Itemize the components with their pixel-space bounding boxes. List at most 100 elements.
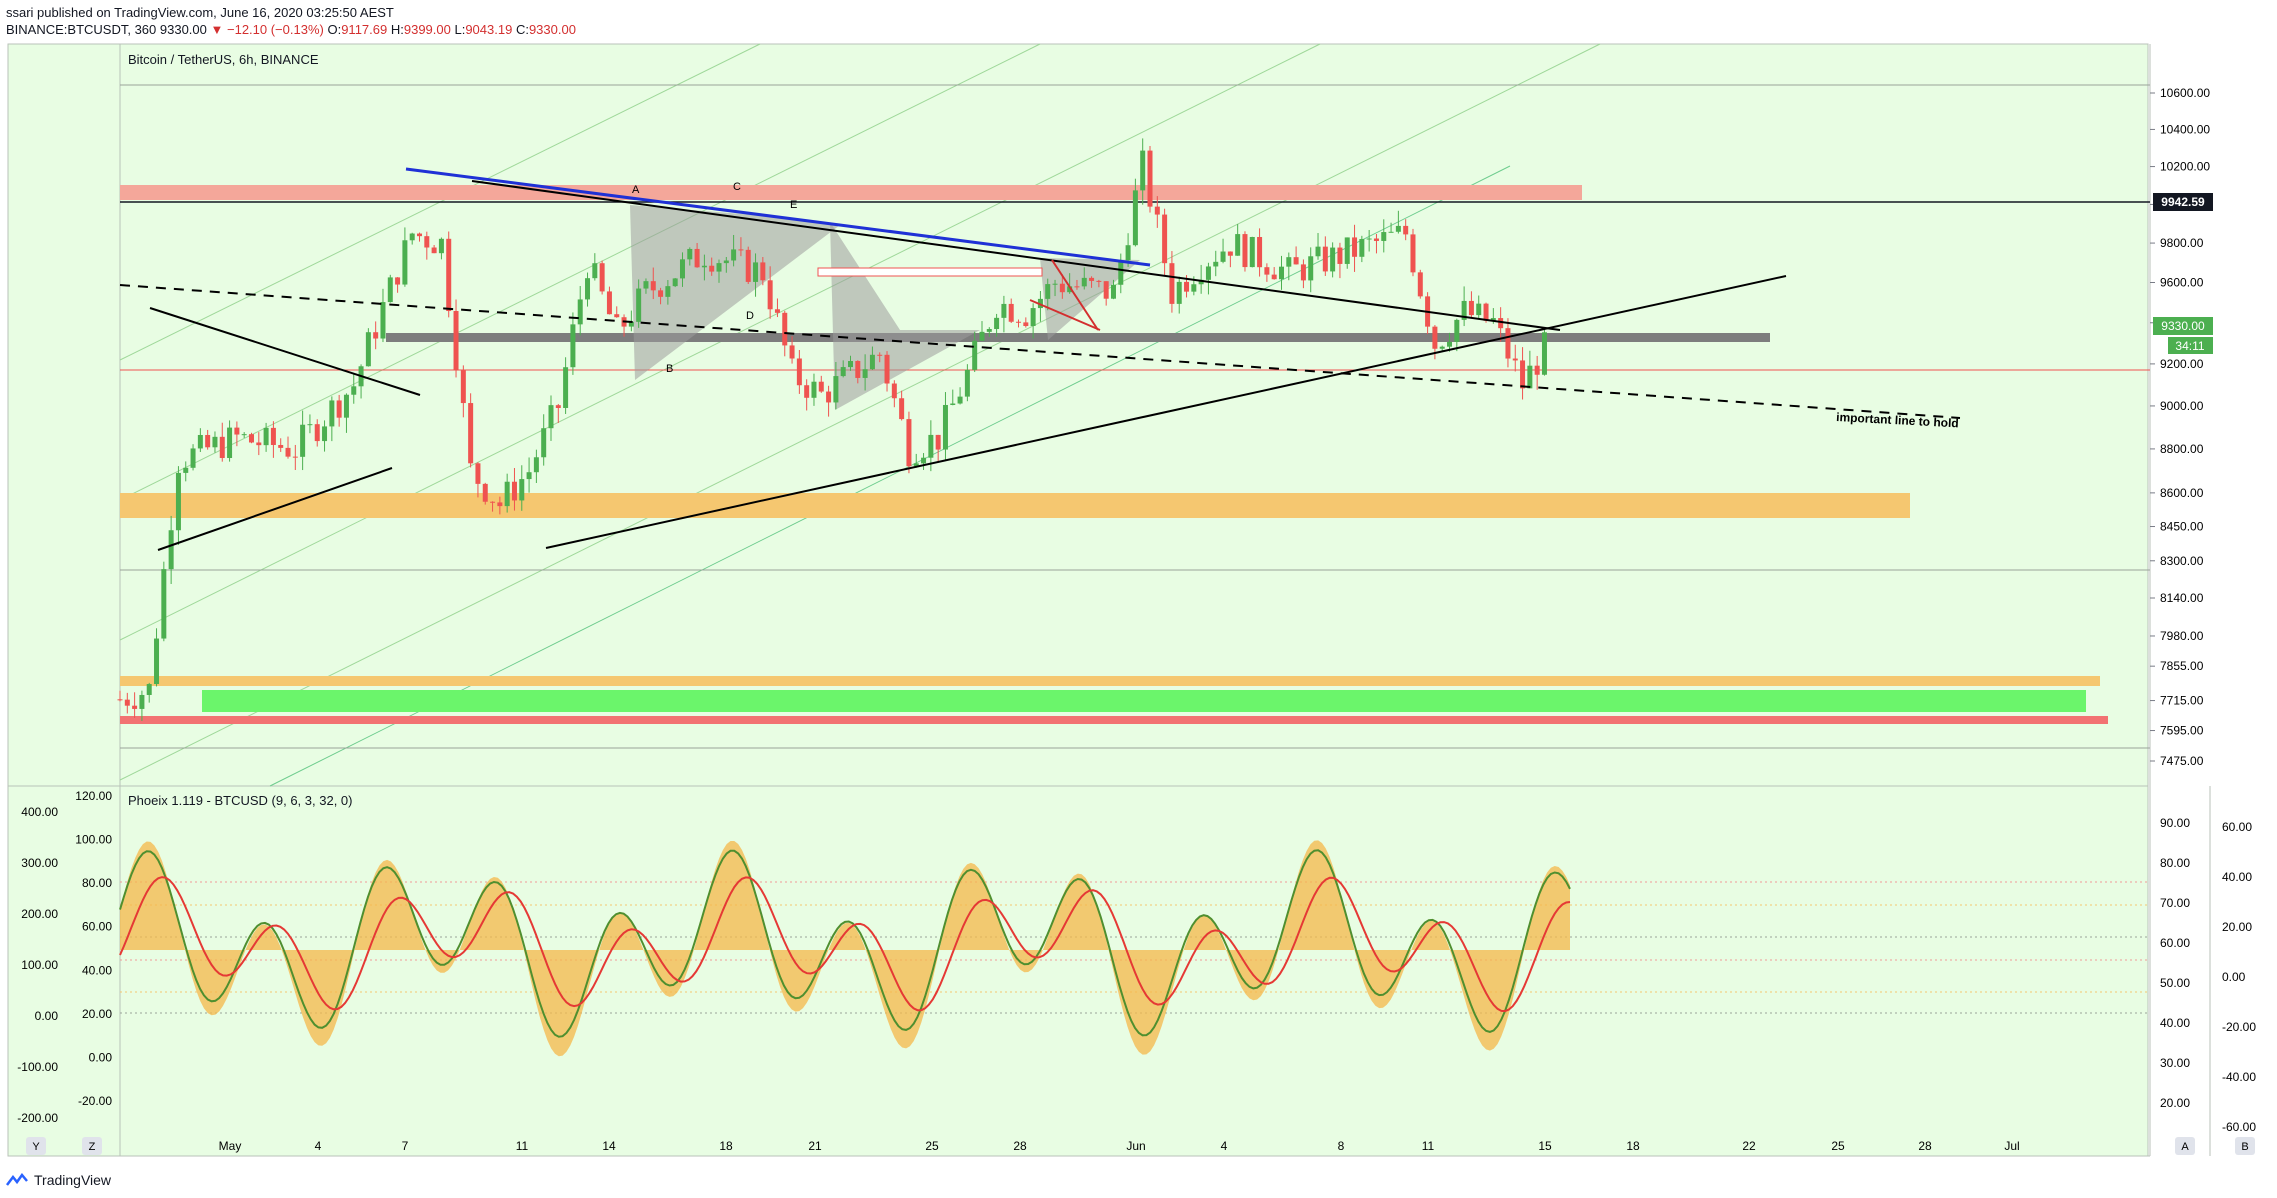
candle[interactable] <box>753 253 759 297</box>
candle[interactable] <box>1198 264 1204 294</box>
candle[interactable] <box>1447 332 1453 352</box>
candle[interactable] <box>417 232 423 242</box>
candle[interactable] <box>869 346 875 370</box>
candle[interactable] <box>1498 307 1504 342</box>
candle[interactable] <box>796 350 802 394</box>
ascending-trendline[interactable] <box>545 275 1787 549</box>
candle[interactable] <box>577 285 583 336</box>
candle[interactable] <box>848 355 853 371</box>
candle[interactable] <box>351 373 357 404</box>
candle[interactable] <box>716 259 722 283</box>
candle[interactable] <box>1293 246 1299 265</box>
candle[interactable] <box>1308 247 1314 293</box>
candle[interactable] <box>738 237 744 257</box>
candle[interactable] <box>774 298 780 318</box>
candle[interactable] <box>1067 273 1073 294</box>
candle[interactable] <box>161 561 167 642</box>
candle[interactable] <box>877 352 883 363</box>
descending-trendline[interactable] <box>471 180 1561 331</box>
candle[interactable] <box>760 257 766 286</box>
candle[interactable] <box>263 422 269 452</box>
candle[interactable] <box>1520 347 1526 400</box>
candle[interactable] <box>1045 278 1051 311</box>
candle[interactable] <box>789 336 795 364</box>
candle[interactable] <box>1468 291 1474 318</box>
candle[interactable] <box>1059 274 1065 299</box>
candle[interactable] <box>285 436 291 459</box>
candle[interactable] <box>913 453 919 468</box>
candle[interactable] <box>767 266 773 319</box>
candle[interactable] <box>906 411 912 474</box>
candle[interactable] <box>438 237 444 260</box>
candle[interactable] <box>1278 255 1284 290</box>
candle[interactable] <box>1162 208 1168 276</box>
candle[interactable] <box>701 254 707 281</box>
candle[interactable] <box>548 395 554 441</box>
candle[interactable] <box>1264 263 1270 282</box>
candle[interactable] <box>745 246 751 284</box>
candle[interactable] <box>1403 219 1409 241</box>
candle[interactable] <box>899 390 905 421</box>
candle[interactable] <box>343 393 349 433</box>
candle[interactable] <box>1008 298 1014 324</box>
candle[interactable] <box>687 247 693 266</box>
candle[interactable] <box>519 465 525 511</box>
candle[interactable] <box>205 429 211 450</box>
candle[interactable] <box>1154 196 1160 228</box>
candle[interactable] <box>1410 228 1416 277</box>
candle[interactable] <box>307 414 313 434</box>
candle[interactable] <box>460 365 466 418</box>
candle[interactable] <box>1096 279 1102 288</box>
candle[interactable] <box>979 321 985 341</box>
resistance-zone[interactable] <box>120 185 1582 200</box>
candle[interactable] <box>1439 345 1445 352</box>
candle[interactable] <box>628 310 634 332</box>
candle[interactable] <box>124 692 130 714</box>
candle[interactable] <box>884 351 890 392</box>
candle[interactable] <box>248 432 254 444</box>
corner-button-b[interactable]: B <box>2235 1137 2255 1155</box>
candle[interactable] <box>592 253 598 281</box>
candle[interactable] <box>497 496 503 515</box>
candle[interactable] <box>197 428 203 453</box>
candle[interactable] <box>665 279 671 305</box>
candle[interactable] <box>329 396 335 442</box>
candle[interactable] <box>1373 233 1379 254</box>
candle[interactable] <box>1030 303 1036 339</box>
candle[interactable] <box>1454 318 1460 352</box>
candle[interactable] <box>292 444 298 471</box>
candle[interactable] <box>1344 237 1350 269</box>
candle[interactable] <box>380 288 386 343</box>
candle[interactable] <box>1271 267 1277 280</box>
candle[interactable] <box>957 387 963 405</box>
candle[interactable] <box>650 267 656 300</box>
candle[interactable] <box>1417 269 1423 299</box>
candle[interactable] <box>300 410 306 471</box>
candle[interactable] <box>395 277 401 293</box>
corner-button-a[interactable]: A <box>2175 1137 2195 1155</box>
candle[interactable] <box>373 321 379 350</box>
chart-canvas[interactable]: A B C D E important line to hold 10600.0… <box>0 40 2277 1162</box>
candle[interactable] <box>1074 279 1080 290</box>
candle[interactable] <box>1205 262 1211 295</box>
candle[interactable] <box>1300 259 1306 289</box>
candle[interactable] <box>132 692 138 718</box>
candle[interactable] <box>227 420 233 462</box>
candle[interactable] <box>986 327 992 337</box>
candle[interactable] <box>1169 251 1175 313</box>
wedge-lower-line[interactable] <box>157 467 393 551</box>
red-flag-line-2[interactable] <box>1051 259 1099 331</box>
candle[interactable] <box>606 286 612 315</box>
candle[interactable] <box>526 457 532 493</box>
corner-button-y[interactable]: Y <box>26 1137 46 1155</box>
candle[interactable] <box>1286 252 1292 281</box>
candle[interactable] <box>891 380 897 408</box>
candle[interactable] <box>570 312 576 375</box>
candle[interactable] <box>935 434 941 463</box>
oscillator-axes[interactable]: 400.00 300.00 200.00 100.00 0.00 -100.00 -200.… <box>17 789 2256 1134</box>
candles[interactable] <box>117 138 1547 721</box>
candle[interactable] <box>1534 355 1540 390</box>
candle[interactable] <box>1213 250 1219 277</box>
oscillator-pane[interactable] <box>7 785 2149 1157</box>
candle[interactable] <box>555 403 561 423</box>
